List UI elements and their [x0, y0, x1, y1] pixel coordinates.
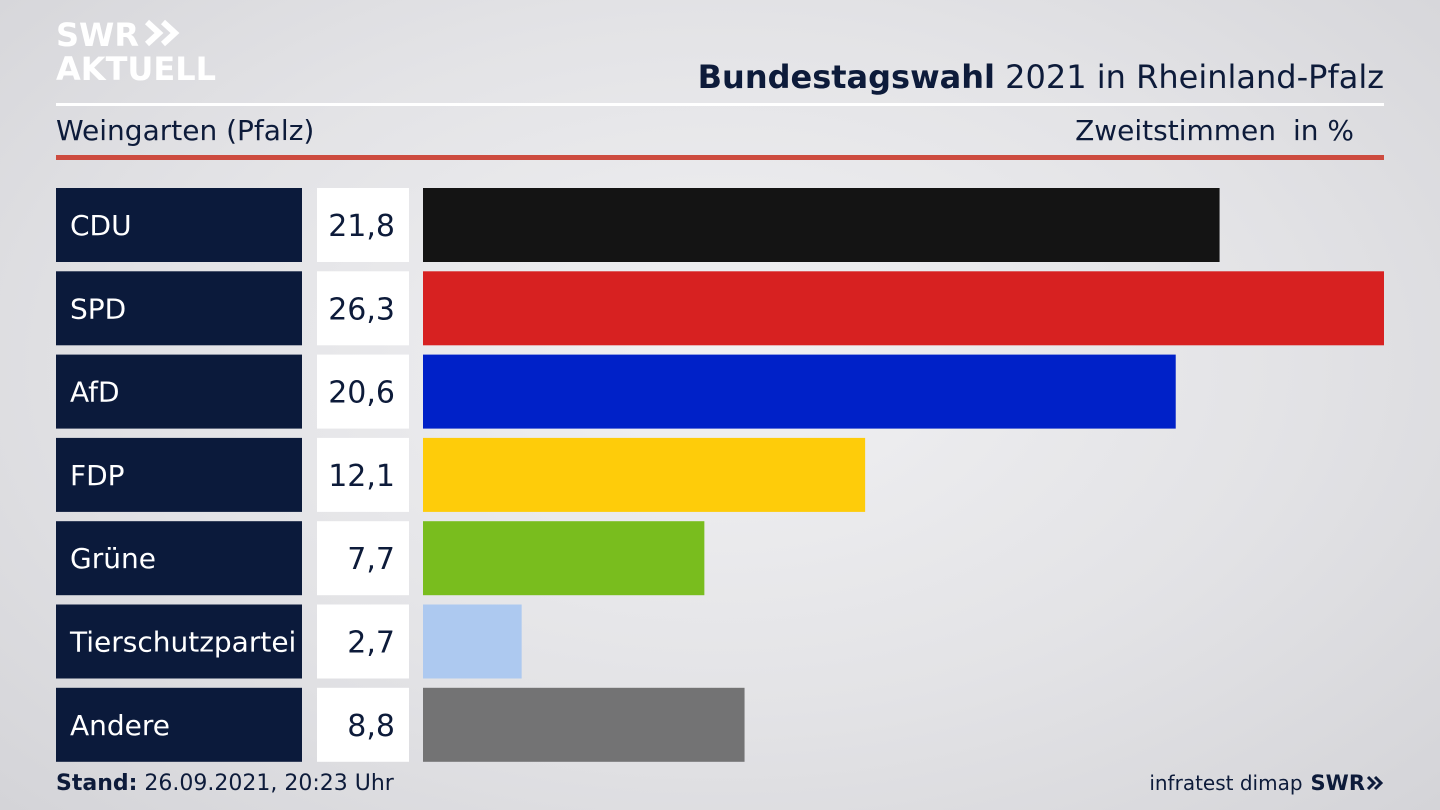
logo-line2: AKTUELL	[56, 50, 217, 88]
chevron-right-icon	[1366, 775, 1384, 791]
value-box-gr-ne	[317, 521, 409, 596]
party-label-box-fdp	[56, 437, 302, 512]
logo-line1: SWR	[56, 16, 139, 54]
party-label-andere: Andere	[70, 709, 170, 742]
value-label-afd: 20,6	[328, 376, 395, 411]
value-box-spd	[317, 271, 409, 346]
brand-logo: SWR	[1311, 771, 1384, 795]
party-label-spd: SPD	[70, 292, 126, 325]
party-label-box-afd	[56, 354, 302, 429]
value-label-cdu: 21,8	[328, 209, 395, 244]
bar-andere	[423, 687, 745, 762]
value-label-gr-ne: 7,7	[347, 542, 395, 577]
stand-label: Stand:	[56, 771, 138, 796]
bar-fdp	[423, 437, 866, 512]
party-label-box-cdu	[56, 188, 302, 262]
unit-label: in %	[1292, 114, 1354, 147]
value-box-tierschutzpartei	[317, 604, 409, 679]
party-label-box-andere	[56, 687, 302, 762]
bar-tierschutzpartei	[423, 604, 522, 679]
stand-value: 26.09.2021, 20:23 Uhr	[137, 771, 394, 796]
value-label-fdp: 12,1	[328, 459, 395, 494]
party-label-box-gr-ne	[56, 521, 302, 596]
party-label-gr-ne: Grüne	[70, 542, 156, 575]
value-box-cdu	[317, 188, 409, 262]
bar-gr-ne	[423, 521, 705, 596]
party-label-tierschutzpartei: Tierschutzpartei	[69, 626, 296, 659]
value-label-spd: 26,3	[328, 292, 395, 327]
brand-label: SWR	[1310, 771, 1365, 795]
accent-divider	[56, 155, 1384, 160]
timestamp: Stand: 26.09.2021, 20:23 Uhr	[56, 771, 394, 796]
party-label-box-spd	[56, 271, 302, 346]
party-label-fdp: FDP	[70, 459, 125, 492]
party-label-afd: AfD	[70, 376, 120, 409]
value-label-tierschutzpartei: 2,7	[347, 626, 395, 661]
page-title: Bundestagswahl 2021 in Rheinland-Pfalz	[698, 58, 1384, 96]
value-box-andere	[317, 687, 409, 762]
value-box-fdp	[317, 437, 409, 512]
source-label: infratest dimap	[1149, 771, 1303, 795]
bar-afd	[423, 354, 1176, 429]
value-label-andere: 8,8	[347, 709, 395, 744]
chevron-right-icon	[144, 19, 180, 47]
constituency-label: Weingarten (Pfalz)	[56, 114, 315, 147]
title-bold: Bundestagswahl	[697, 58, 995, 96]
value-box-afd	[317, 354, 409, 429]
bar-cdu	[423, 188, 1220, 262]
vote-type-label: Zweitstimmen	[1075, 114, 1276, 147]
header-divider	[56, 103, 1384, 106]
bar-spd	[423, 271, 1384, 346]
party-label-cdu: CDU	[70, 209, 132, 242]
party-label-box-tierschutzpartei	[56, 604, 302, 679]
swr-aktuell-logo: SWR AKTUELL	[56, 18, 216, 86]
title-rest: 2021 in Rheinland-Pfalz	[995, 58, 1384, 96]
source-credit: infratest dimap SWR	[1149, 771, 1384, 795]
